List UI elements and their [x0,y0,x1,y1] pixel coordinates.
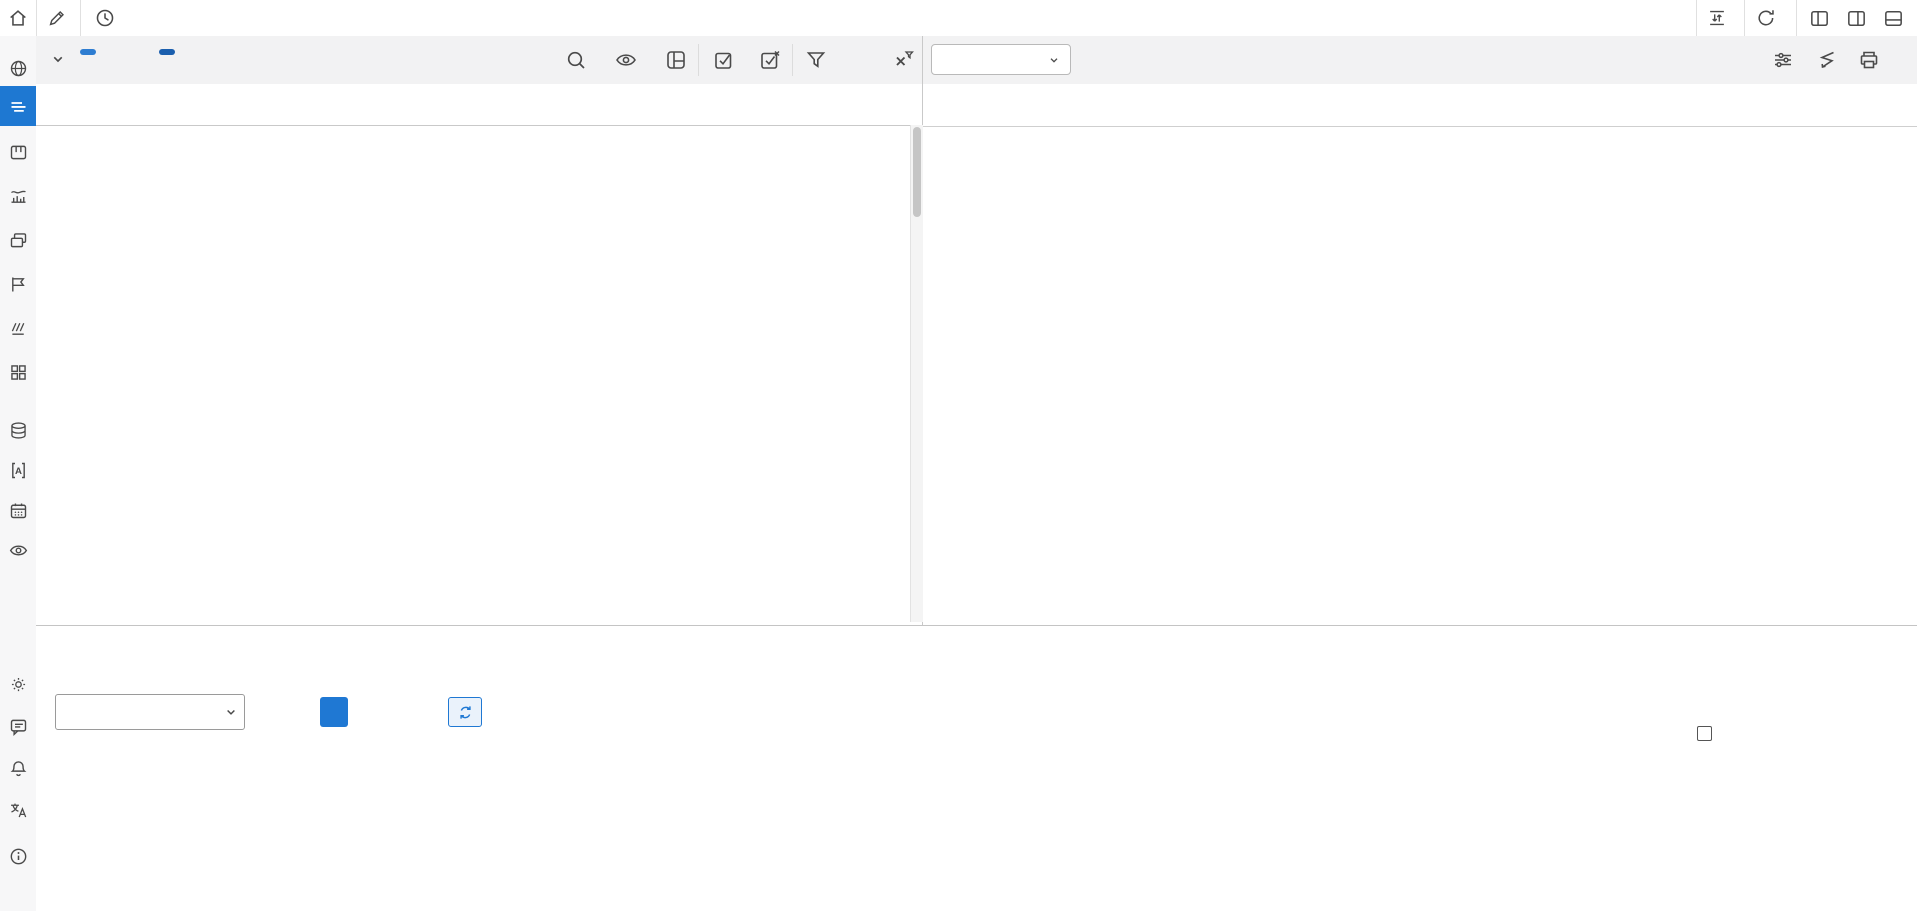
gantt-timeline [923,84,1917,127]
eye-icon[interactable] [614,48,638,72]
divider [698,44,699,76]
notifications-bell-icon[interactable] [0,748,36,788]
copies-icon[interactable] [0,220,36,260]
checkbox-x-icon[interactable] [758,48,782,72]
language-translate-icon[interactable] [0,790,36,830]
divider [80,0,81,36]
database-icon[interactable] [0,410,36,450]
sync-button[interactable] [448,697,482,727]
divider [792,44,793,76]
collapse-expand-icon[interactable] [1704,5,1730,31]
attributes-icon[interactable] [0,450,36,490]
layout-split-bottom-icon[interactable] [1880,5,1906,31]
layout-split-right-icon[interactable] [1843,5,1869,31]
gantt-chart [923,126,1917,622]
status-badge [80,49,96,55]
theme-icon[interactable] [0,664,36,704]
gantt-links-icon[interactable] [1815,48,1839,72]
vertical-scrollbar[interactable] [910,125,923,622]
divider [1796,0,1797,36]
checkbox-check-icon[interactable] [712,48,736,72]
top-toolbar [0,0,1917,37]
chevron-down-icon[interactable] [48,49,72,73]
panel-layout-icon[interactable] [664,48,688,72]
system-attributes-checkbox[interactable] [1697,726,1719,741]
clear-filter-icon[interactable] [892,48,916,72]
filter-funnel-icon[interactable] [804,48,828,72]
assign-record-button[interactable] [320,697,348,727]
clock-icon[interactable] [92,5,118,31]
print-icon[interactable] [1857,48,1881,72]
chevron-down-icon [222,703,240,721]
reference-select[interactable] [55,694,245,730]
gantt-pane [923,36,1917,625]
comments-icon[interactable] [0,706,36,746]
schedule-header [36,36,922,85]
calendar-icon[interactable] [0,490,36,530]
globe-icon[interactable] [0,48,36,88]
scrollbar-thumb[interactable] [913,127,921,217]
info-icon[interactable] [0,836,36,876]
task-table-header [36,84,922,126]
analytics-chart-icon[interactable] [0,176,36,216]
schedule-list-icon[interactable] [0,86,36,126]
gantt-settings-sliders-icon[interactable] [1771,48,1795,72]
bottom-panel [36,625,1917,911]
divider [36,0,37,36]
home-icon[interactable] [5,5,31,31]
checkbox[interactable] [1697,726,1712,741]
refresh-icon[interactable] [1753,5,1779,31]
divider [1696,0,1697,36]
hatch-lines-icon[interactable] [0,308,36,348]
kanban-board-icon[interactable] [0,132,36,172]
search-icon[interactable] [564,48,588,72]
layout-split-left-icon[interactable] [1806,5,1832,31]
task-table-body [36,125,922,622]
schedule-table-pane [36,36,923,625]
data-date-badge [159,49,175,55]
visibility-icon[interactable] [0,530,36,570]
gantt-header [923,36,1917,85]
view-selector-dropdown[interactable] [931,44,1071,75]
edit-pencil-icon[interactable] [44,5,70,31]
apps-grid-icon[interactable] [0,352,36,392]
left-icon-rail [0,36,37,911]
flag-icon[interactable] [0,264,36,304]
divider [1744,0,1745,36]
